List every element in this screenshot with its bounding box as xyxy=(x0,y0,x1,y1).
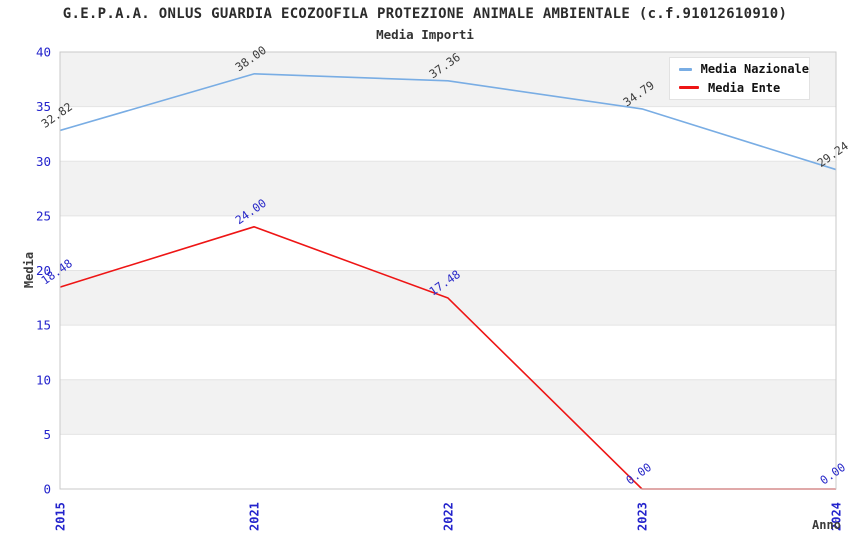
y-tick-label: 20 xyxy=(36,263,51,278)
legend-swatch-media-nazionale xyxy=(679,67,692,71)
chart-subtitle: Media Importi xyxy=(376,27,474,42)
plot-band xyxy=(60,379,836,435)
legend-swatch-media-ente xyxy=(679,86,699,90)
y-tick-label: 0 xyxy=(43,482,51,497)
series-line-media-ente xyxy=(59,226,836,490)
chart-legend: Media Nazionale Media Ente xyxy=(669,57,810,100)
y-tick-label: 10 xyxy=(36,372,51,387)
x-tick-label: 2021 xyxy=(248,502,262,531)
y-tick-label: 25 xyxy=(36,208,51,223)
x-axis-title: Anno xyxy=(812,518,841,532)
point-label: 0.00 xyxy=(623,460,654,487)
plot-band xyxy=(60,161,836,216)
y-tick-label: 5 xyxy=(43,427,51,442)
series-line-media-nazionale xyxy=(59,73,837,171)
y-tick-label: 35 xyxy=(36,99,51,114)
y-tick-label: 40 xyxy=(36,45,51,60)
legend-item-media-ente: Media Ente xyxy=(679,81,809,95)
legend-label: Media Nazionale xyxy=(700,62,809,77)
x-tick-label: 2015 xyxy=(54,502,68,531)
y-tick-label: 30 xyxy=(36,154,51,169)
x-tick-label: 2023 xyxy=(636,502,650,531)
y-tick-label: 15 xyxy=(36,318,51,333)
y-axis-title: Media xyxy=(22,251,36,289)
plot-border xyxy=(59,51,837,490)
point-label: 0.00 xyxy=(817,460,848,487)
legend-item-media-nazionale: Media Nazionale xyxy=(679,62,809,76)
chart-title: G.E.P.A.A. ONLUS GUARDIA ECOZOOFILA PROT… xyxy=(62,6,788,22)
x-tick-label: 2024 xyxy=(830,502,844,531)
x-tick-label: 2022 xyxy=(442,502,456,531)
legend-label: Media Ente xyxy=(708,80,781,95)
